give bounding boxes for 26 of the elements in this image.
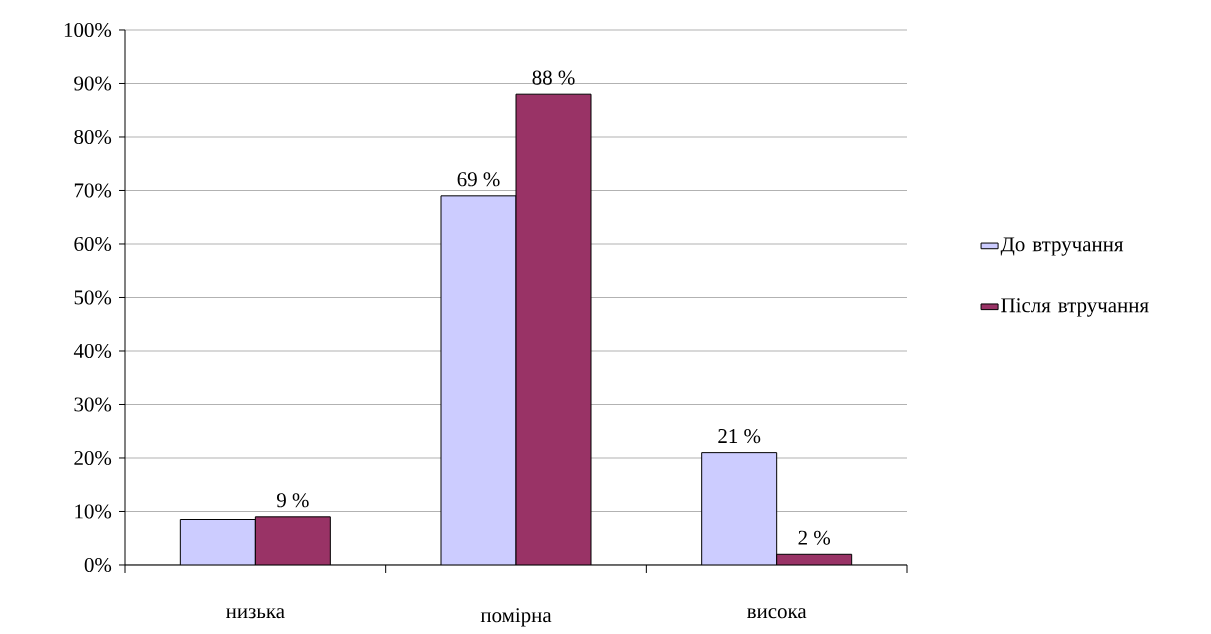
data-label: 69 % xyxy=(457,172,500,187)
data-label: 21 % xyxy=(718,428,761,444)
bar xyxy=(516,94,592,565)
bar xyxy=(701,452,778,565)
bar xyxy=(441,195,517,565)
x-tick-label: низька xyxy=(226,608,285,619)
data-label: 2 % xyxy=(798,530,831,545)
y-tick-label: 90% xyxy=(74,76,112,91)
x-tick-label: помірна xyxy=(480,608,552,627)
data-label: 88 % xyxy=(532,70,575,85)
data-label: 9 % xyxy=(276,493,309,508)
y-tick-label: 100% xyxy=(64,22,112,38)
y-tick-label: 10% xyxy=(75,504,112,519)
y-tick-label: 20% xyxy=(74,450,112,466)
y-tick-label: 50% xyxy=(74,290,112,305)
y-tick-label: 0% xyxy=(84,557,112,573)
y-tick-label: 40% xyxy=(73,343,112,359)
y-tick-label: 80% xyxy=(74,129,112,145)
bar xyxy=(180,519,256,565)
x-tick-label: висока xyxy=(747,608,807,619)
legend-label: До втручання xyxy=(1000,237,1124,256)
y-tick-label: 30% xyxy=(74,397,112,412)
y-tick-label: 60% xyxy=(74,236,112,252)
legend-label: Після втручання xyxy=(1001,298,1149,317)
bar xyxy=(255,516,331,565)
y-tick-label: 70% xyxy=(74,183,112,198)
